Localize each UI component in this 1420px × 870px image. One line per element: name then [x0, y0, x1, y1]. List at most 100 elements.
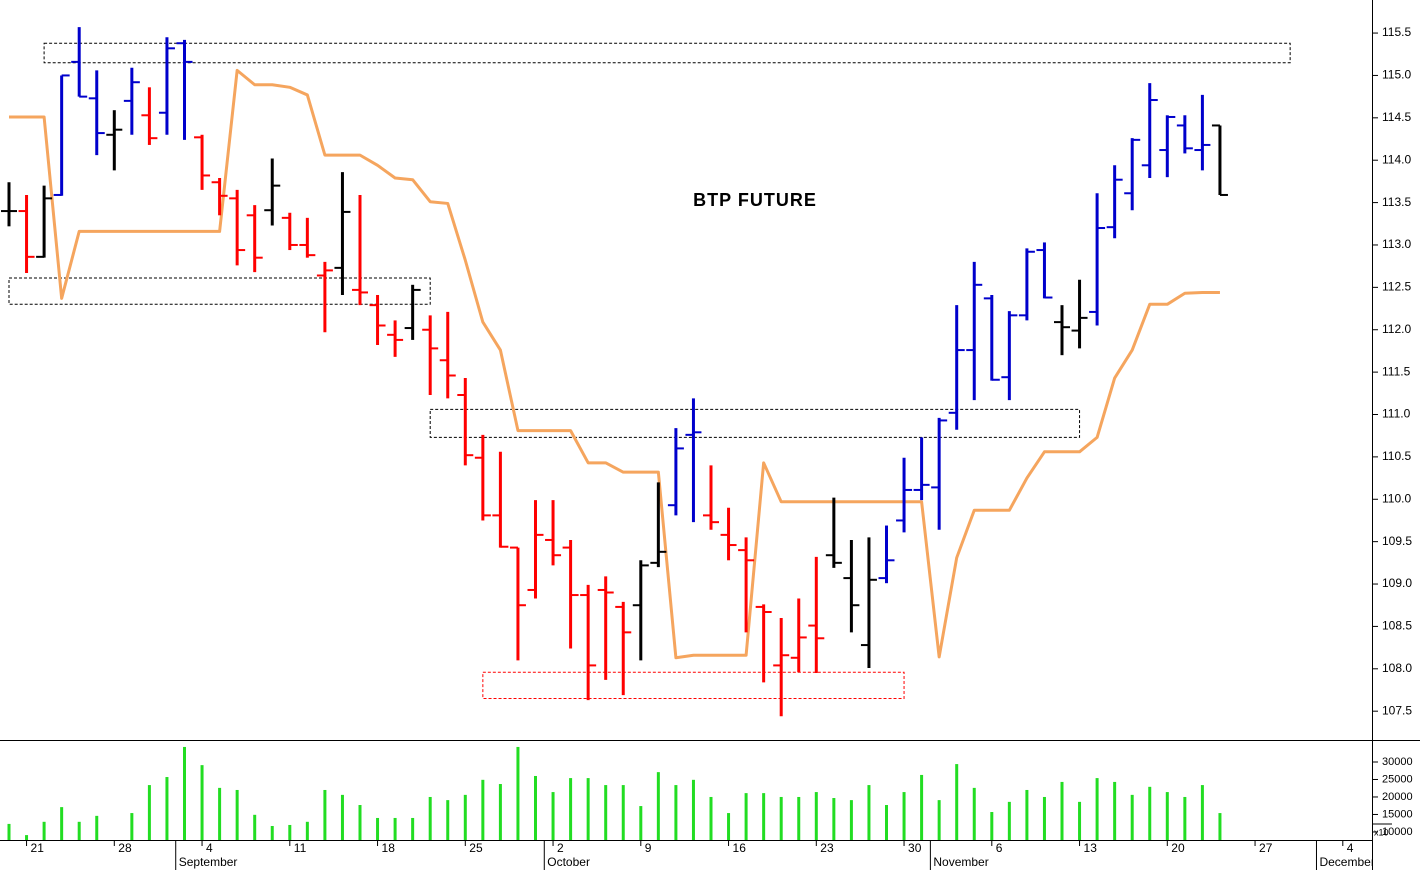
volume-bar: [1095, 778, 1099, 840]
y-tick-label: 108.5: [1382, 619, 1412, 633]
x-tick-label: 4: [1347, 841, 1354, 855]
volume-bar: [832, 798, 836, 840]
volume-bar: [42, 821, 46, 840]
volume-bar: [376, 817, 380, 840]
volume-bar: [849, 800, 853, 840]
volume-tick-label: 30000: [1382, 756, 1413, 768]
x-tick-label: 28: [118, 841, 132, 855]
y-tick-label: 109.5: [1382, 534, 1412, 548]
volume-bar: [1218, 813, 1222, 840]
volume-bar: [1025, 789, 1029, 840]
volume-bar: [885, 805, 888, 840]
volume-bar: [1113, 781, 1117, 840]
y-tick-label: 115.5: [1382, 25, 1411, 39]
y-tick-label: 108.0: [1382, 661, 1412, 675]
y-tick-label: 112.0: [1382, 322, 1411, 336]
volume-bar: [955, 764, 959, 840]
volume-bar: [218, 787, 222, 840]
volume-bar: [130, 813, 134, 840]
volume-bar: [621, 785, 625, 840]
volume-bar: [639, 806, 643, 840]
volume-bar: [990, 812, 994, 840]
volume-bar: [569, 778, 573, 840]
y-tick-label: 107.5: [1382, 703, 1412, 717]
volume-bar: [183, 746, 186, 840]
volume-bar: [446, 800, 450, 840]
volume-bar: [340, 794, 344, 840]
volume-bar: [165, 777, 169, 840]
volume-bar: [1148, 786, 1152, 840]
volume-bar: [428, 796, 432, 840]
x-tick-label: 9: [645, 841, 652, 855]
y-tick-label: 111.5: [1382, 364, 1411, 378]
x-tick-label: 30: [908, 841, 922, 855]
volume-bar: [534, 775, 537, 840]
volume-bar: [498, 784, 502, 840]
volume-bar: [920, 774, 924, 840]
volume-bar: [323, 789, 327, 840]
x-tick-label: 21: [31, 841, 45, 855]
volume-bar: [235, 789, 239, 840]
volume-bar: [762, 793, 766, 840]
volume-bar: [77, 821, 81, 840]
volume-bar: [253, 814, 257, 840]
volume-bar: [25, 835, 29, 840]
y-tick-label: 111.0: [1382, 407, 1411, 421]
volume-bar: [1007, 801, 1011, 840]
volume-bar: [656, 772, 660, 840]
volume-bar: [60, 807, 64, 840]
volume-bar: [516, 746, 520, 840]
month-label: November: [933, 855, 988, 869]
volume-bar: [814, 792, 818, 840]
y-tick-label: 114.5: [1382, 110, 1411, 124]
x-tick-label: 23: [820, 841, 834, 855]
y-tick-label: 114.0: [1382, 152, 1411, 166]
range-box: [482, 671, 905, 699]
volume-bar: [1042, 796, 1046, 840]
axis-area: 107.5 108.0 108.5 109.0 109.5 110.0 110.5 111.0…: [1372, 25, 1413, 838]
volume-bar: [481, 779, 485, 840]
month-label: December: [1319, 855, 1374, 869]
volume-bar: [7, 823, 11, 840]
volume-bar: [691, 779, 695, 840]
x-tick-label: 13: [1084, 841, 1098, 855]
x-tick-label: 20: [1171, 841, 1185, 855]
x-tick-label: 16: [733, 841, 747, 855]
volume-bar: [709, 796, 713, 840]
volume-bar: [463, 794, 467, 840]
x-tick-label: 25: [469, 841, 483, 855]
x-tick-label: 18: [382, 841, 396, 855]
volume-bar: [867, 785, 871, 840]
volume-bar: [393, 817, 397, 840]
y-tick-label: 113.0: [1382, 237, 1411, 251]
volume-bar: [972, 787, 976, 840]
y-tick-label: 112.5: [1382, 280, 1411, 294]
month-label: October: [547, 855, 590, 869]
volume-bar: [744, 793, 748, 840]
volume-bar: [551, 792, 555, 840]
y-tick-label: 110.0: [1382, 491, 1411, 505]
volume-tick-label: 10000: [1382, 826, 1413, 838]
volume-bar: [305, 821, 309, 840]
volume-bar: [1165, 792, 1169, 840]
x-tick-label: 2: [557, 841, 564, 855]
volume-bar: [902, 792, 906, 840]
y-tick-label: 110.5: [1382, 449, 1411, 463]
volume-bar: [1130, 794, 1134, 840]
volume-tick-label: 25000: [1382, 773, 1413, 785]
volume-bar: [797, 796, 801, 840]
volume-bar: [779, 796, 783, 840]
volume-bar: [358, 805, 362, 840]
y-tick-label: 113.5: [1382, 195, 1411, 209]
volume-bar: [1183, 796, 1187, 840]
volume-bar: [270, 826, 274, 840]
volume-bar: [937, 800, 941, 840]
volume-bar: [288, 824, 292, 840]
volume-bar: [1200, 785, 1204, 840]
x-tick-label: 11: [294, 841, 307, 855]
x-tick-label: 27: [1259, 841, 1273, 855]
volume-bar: [1078, 801, 1082, 840]
volume-scale-note: x10: [1374, 827, 1389, 837]
